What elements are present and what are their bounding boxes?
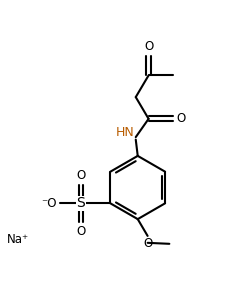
- Text: O: O: [143, 237, 152, 250]
- Text: O: O: [177, 112, 186, 125]
- Text: HN: HN: [116, 126, 135, 139]
- Text: S: S: [76, 196, 85, 210]
- Text: ⁻O: ⁻O: [42, 197, 57, 210]
- Text: O: O: [76, 225, 85, 238]
- Text: O: O: [76, 168, 85, 182]
- Text: Na⁺: Na⁺: [7, 233, 29, 246]
- Text: O: O: [144, 40, 153, 53]
